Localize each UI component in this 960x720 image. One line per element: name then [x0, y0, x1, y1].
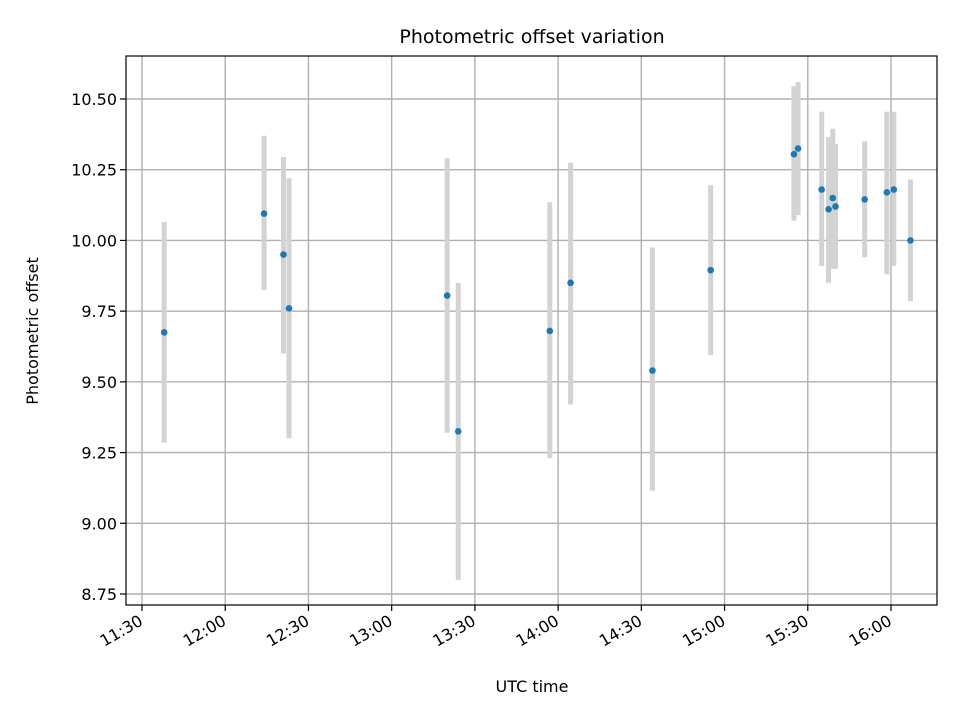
data-point — [649, 367, 656, 374]
y-tick-label: 10.00 — [71, 231, 117, 250]
chart-title: Photometric offset variation — [399, 26, 664, 48]
data-point — [567, 279, 574, 287]
data-point — [707, 266, 714, 274]
data-point — [907, 237, 914, 244]
data-point — [260, 210, 268, 217]
plot-frame — [125, 55, 938, 606]
y-tick-label: 8.75 — [81, 585, 117, 604]
data-point — [285, 305, 293, 312]
data-point — [829, 194, 837, 202]
data-point — [280, 251, 287, 258]
data-point — [832, 203, 839, 210]
data-point — [861, 196, 868, 203]
data-point — [160, 329, 168, 336]
data-point — [818, 186, 825, 193]
y-tick-label: 9.00 — [81, 514, 117, 533]
data-point — [825, 206, 832, 213]
data-point — [546, 327, 554, 335]
y-tick-label: 9.25 — [81, 444, 117, 463]
y-tick-label: 10.25 — [71, 161, 117, 180]
x-axis-label: UTC time — [496, 677, 569, 696]
grid — [126, 56, 937, 605]
data-point — [790, 150, 798, 158]
data-points — [160, 145, 914, 435]
data-point — [890, 186, 898, 193]
y-tick-label: 10.50 — [71, 90, 117, 109]
y-axis-label: Photometric offset — [23, 257, 42, 405]
y-tick-label: 9.50 — [81, 373, 117, 392]
data-point — [443, 292, 451, 299]
data-point — [454, 428, 462, 435]
y-tick-label: 9.75 — [81, 302, 117, 321]
data-point — [794, 145, 802, 152]
data-point — [883, 189, 891, 196]
